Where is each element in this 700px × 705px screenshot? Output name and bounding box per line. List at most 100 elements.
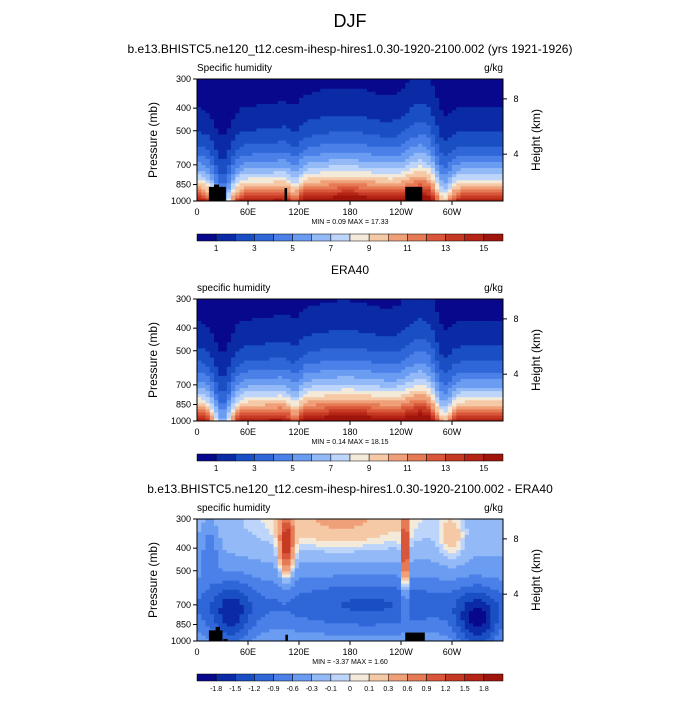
field-cell [371, 79, 376, 83]
left-string: Specific humidity [197, 63, 272, 74]
colorbar-box [235, 234, 254, 241]
field-cell [359, 79, 364, 83]
field-cell [214, 79, 219, 83]
field-cell [231, 79, 236, 83]
field-cell [240, 79, 245, 83]
field-cell [206, 79, 211, 83]
x-tick-label-zero: 0 [194, 207, 199, 217]
field-cell [461, 79, 466, 83]
field-cell [257, 79, 262, 83]
field-cell [435, 79, 440, 83]
y-tick-label: 1000 [171, 196, 191, 206]
field-cell [295, 79, 300, 83]
field-cell [286, 79, 291, 83]
y2-tick-label: 4 [513, 149, 518, 159]
colorbar-box [427, 234, 446, 241]
field-cell [342, 79, 347, 83]
colorbar-box [197, 234, 216, 241]
field-cell [482, 79, 487, 83]
colorbar-box [216, 234, 235, 241]
field-cell [265, 79, 270, 83]
terrain-mask [405, 187, 422, 201]
terrain-mask [214, 185, 219, 201]
field-cell [439, 79, 444, 83]
field-cell [320, 79, 325, 83]
field-cell [410, 79, 415, 83]
y-tick-label: 400 [176, 103, 191, 113]
colorbar-box [254, 234, 273, 241]
field-cell [210, 79, 215, 83]
field-cell [422, 79, 427, 83]
x-tick-label: 120E [288, 207, 309, 217]
field-cell [252, 79, 257, 83]
field-cell [495, 79, 500, 83]
right-string: g/kg [484, 283, 503, 294]
field-cell [346, 79, 351, 83]
field-cell [456, 79, 461, 83]
field-cell [490, 79, 495, 83]
field-cell [469, 79, 474, 83]
colorbar-label: 15 [479, 244, 488, 253]
colorbar-box [407, 234, 426, 241]
field-cell [363, 79, 368, 83]
field-cell [261, 79, 266, 83]
colorbar-box [446, 234, 465, 241]
field-cell [431, 79, 436, 83]
x-tick-label: 180 [342, 207, 357, 217]
colorbar-box [484, 234, 503, 241]
x-tick-label: 60E [240, 207, 256, 217]
field-cell [303, 79, 308, 83]
field-cell [308, 79, 313, 83]
field-cell [418, 79, 423, 83]
terrain-mask [285, 188, 288, 201]
field-cell [354, 79, 359, 83]
field-cell [444, 79, 449, 83]
field-cell [329, 79, 334, 83]
field-cell [278, 79, 283, 83]
colorbar-label: 11 [403, 244, 412, 253]
field [197, 79, 504, 202]
field-cell [201, 79, 206, 83]
colorbar-box [331, 234, 350, 241]
field-cell [384, 79, 389, 83]
field-cell [401, 79, 406, 83]
y-tick-label: 500 [176, 126, 191, 136]
field-cell [312, 79, 317, 83]
colorbar-label: 7 [329, 244, 334, 253]
panels: b.e13.BHISTC5.ne120_t12.cesm-ihesp-hires… [128, 42, 573, 693]
field-cell [274, 79, 279, 83]
panel-title: ERA40 [331, 263, 369, 277]
field-cell [197, 79, 202, 83]
stats-label: MIN = 0.09 MAX = 17.33 [311, 219, 388, 226]
panel-1: b.e13.BHISTC5.ne120_t12.cesm-ihesp-hires… [128, 42, 573, 253]
field-cell [244, 79, 249, 83]
y2-tick-label: 8 [513, 94, 518, 104]
colorbar-box [293, 234, 312, 241]
y-tick-label: 850 [176, 180, 191, 190]
field-cell [223, 79, 228, 83]
colorbar-box [369, 234, 388, 241]
field [197, 299, 504, 422]
x-tick-label: 120W [389, 207, 413, 217]
colorbar-label: 13 [441, 244, 450, 253]
colorbar-label: 1 [214, 244, 219, 253]
right-string: g/kg [484, 63, 503, 74]
field-cell [333, 79, 338, 83]
field-cell [291, 79, 296, 83]
field-cell [350, 79, 355, 83]
field-cell [325, 79, 330, 83]
field-cell [414, 79, 419, 83]
field-cell [478, 79, 483, 83]
field-cell [269, 79, 274, 83]
terrain-mask [221, 187, 226, 201]
field-cell [337, 79, 342, 83]
field-cell [397, 79, 402, 83]
figure-title: DJF [334, 11, 367, 31]
field-cell [282, 79, 287, 83]
field-cell [316, 79, 321, 83]
colorbar-label: 5 [290, 244, 295, 253]
colorbar-box [465, 234, 484, 241]
